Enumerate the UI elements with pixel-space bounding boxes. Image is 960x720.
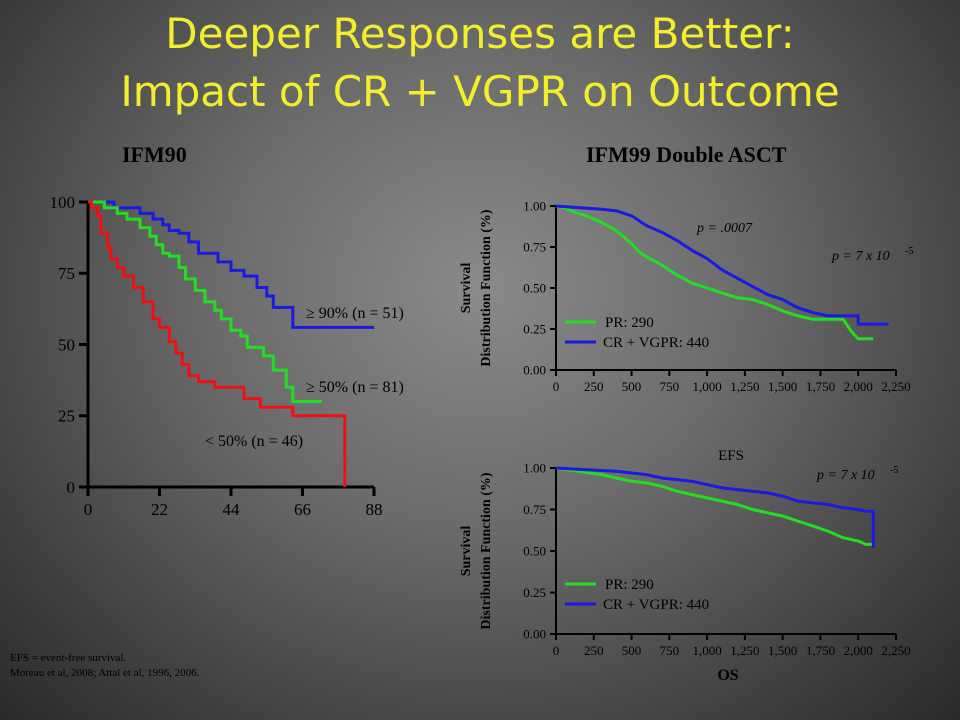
efs-xlabel: OS <box>717 667 738 684</box>
ifm90-label-ge90: ≥ 90% (n = 51) <box>306 305 404 322</box>
os-series-crvgpr <box>555 204 889 326</box>
os-series-pr <box>555 204 874 341</box>
efs-legend-label: CR + VGPR: 440 <box>603 597 709 613</box>
os-y-tick-label: 0.00 <box>523 363 546 378</box>
os-x-tick-label: 0 <box>553 379 560 394</box>
efs-p-value-2-exp: -5 <box>890 465 898 476</box>
footnote-efs: EFS = event-free survival. <box>10 652 127 664</box>
os-x-tick-label: 1,000 <box>692 379 721 394</box>
os-x-tick-label: 1,250 <box>730 379 759 394</box>
efs-subtitle: EFS <box>718 448 744 464</box>
efs-x-tick-label: 2,000 <box>844 643 873 658</box>
os-x-tick-label: 1,750 <box>806 379 835 394</box>
ifm90-x-tick-label: 88 <box>366 500 383 519</box>
ifm90-x-tick-label: 66 <box>294 500 311 519</box>
ifm90-label-ge50: ≥ 50% (n = 81) <box>306 379 404 396</box>
efs-x-tick-label: 750 <box>660 643 680 658</box>
slide-title-line2: Impact of CR + VGPR on Outcome <box>120 67 840 116</box>
os-p-value-2-exp: -5 <box>905 246 913 257</box>
os-legend-label: PR: 290 <box>605 315 654 331</box>
os-x-tick-label: 2,250 <box>881 379 910 394</box>
os-y-tick-label: 0.50 <box>523 281 546 296</box>
slide-title-line1: Deeper Responses are Better: <box>165 9 795 58</box>
ifm90-x-tick-label: 22 <box>151 500 168 519</box>
ifm90-y-tick-label: 100 <box>50 193 76 212</box>
efs-x-tick-label: 1,250 <box>730 643 759 658</box>
efs-legend-label: PR: 290 <box>605 577 654 593</box>
os-ylabel-line2: Distribution Function (%) <box>479 209 494 366</box>
ifm90-label-lt50: < 50% (n = 46) <box>205 433 303 450</box>
efs-x-tick-label: 1,750 <box>806 643 835 658</box>
ifm90-y-tick-label: 25 <box>58 407 75 426</box>
ifm90-y-tick-label: 0 <box>67 478 76 497</box>
efs-y-tick-label: 0.25 <box>523 585 546 600</box>
efs-x-tick-label: 1,000 <box>692 643 721 658</box>
ifm90-series-ge90 <box>88 200 374 329</box>
os-x-tick-label: 2,000 <box>844 379 873 394</box>
ifm90-title: IFM90 <box>122 142 187 167</box>
efs-ylabel-line2: Distribution Function (%) <box>479 472 494 629</box>
ifm99-title: IFM99 Double ASCT <box>586 142 787 167</box>
os-ylabel-line1: Survival <box>459 263 474 314</box>
os-p-value-2: p = 7 x 10 <box>831 249 890 264</box>
efs-x-tick-label: 2,250 <box>881 643 910 658</box>
os-legend-label: CR + VGPR: 440 <box>603 335 709 351</box>
efs-y-tick-label: 0.00 <box>523 627 546 642</box>
ifm90-y-tick-label: 50 <box>58 335 75 354</box>
ifm90-x-tick-label: 0 <box>84 500 93 519</box>
os-y-tick-label: 0.25 <box>523 322 546 337</box>
ifm90-series-lt50 <box>88 200 347 487</box>
efs-y-tick-label: 0.75 <box>523 502 546 517</box>
os-y-tick-label: 0.75 <box>523 240 546 255</box>
efs-y-tick-label: 1.00 <box>523 461 546 476</box>
efs-x-tick-label: 250 <box>584 643 604 658</box>
efs-x-tick-label: 0 <box>553 643 560 658</box>
os-x-tick-label: 1,500 <box>768 379 797 394</box>
os-x-tick-label: 750 <box>660 379 680 394</box>
efs-series-crvgpr <box>555 466 875 548</box>
footnote-references: Moreau et al, 2008; Attal et al, 1996, 2… <box>10 667 200 679</box>
efs-x-tick-label: 1,500 <box>768 643 797 658</box>
os-p-value-1: p = .0007 <box>696 221 753 236</box>
os-x-tick-label: 500 <box>622 379 642 394</box>
efs-x-tick-label: 500 <box>622 643 642 658</box>
ifm90-x-tick-label: 44 <box>223 500 241 519</box>
ifm90-series-ge50 <box>88 200 322 403</box>
efs-p-value-2: p = 7 x 10 <box>816 468 875 483</box>
efs-y-tick-label: 0.50 <box>523 544 546 559</box>
os-y-tick-label: 1.00 <box>523 199 546 214</box>
efs-series-pr <box>555 466 874 546</box>
os-x-tick-label: 250 <box>584 379 604 394</box>
efs-ylabel-line1: Survival <box>459 526 474 577</box>
ifm90-y-tick-label: 75 <box>58 264 75 283</box>
